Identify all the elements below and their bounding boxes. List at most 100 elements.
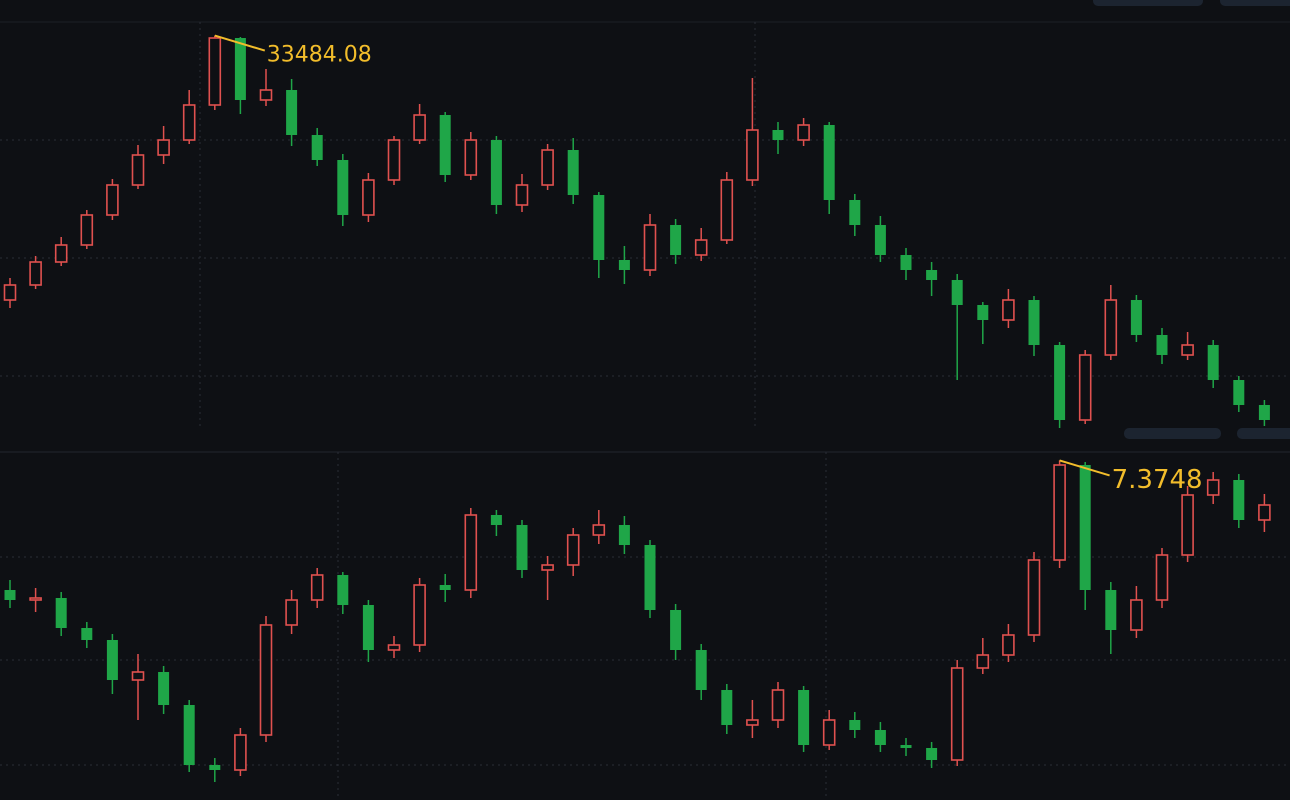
candle-body [951, 280, 963, 305]
candle-body [464, 139, 478, 176]
candle-body [1258, 405, 1270, 420]
candle-body [1002, 299, 1015, 321]
candle-body [157, 139, 170, 156]
candle-body [439, 585, 451, 590]
candle-body [183, 705, 195, 765]
candle-body [926, 270, 938, 280]
candle-body [541, 149, 554, 186]
candle-body [695, 650, 707, 690]
candle-body [670, 225, 682, 255]
candle-body [1233, 380, 1245, 405]
candle-body [209, 765, 221, 770]
candle-body [4, 590, 16, 600]
candle-body [1078, 354, 1092, 421]
candle-body [771, 689, 785, 721]
peak-connector [214, 34, 266, 52]
candle-body [746, 719, 759, 726]
candle-body [106, 640, 118, 680]
candle-body [541, 564, 554, 571]
candle-body [1233, 480, 1245, 520]
candle-body [3, 284, 17, 301]
candle-body [721, 690, 733, 725]
candle-body [1130, 599, 1143, 631]
candle-body [259, 624, 273, 736]
candle-body [106, 184, 119, 216]
candle-body [976, 654, 990, 669]
candle-body [337, 160, 349, 215]
candle-body [182, 104, 196, 141]
candle-body [644, 545, 656, 610]
candle-body [490, 515, 502, 525]
candle-body [1258, 504, 1271, 521]
candle-body [1156, 335, 1168, 355]
candle-body [618, 260, 630, 270]
candle-body [55, 598, 67, 628]
candle-body [567, 150, 579, 195]
candle-body [822, 719, 836, 746]
candle-body [618, 525, 630, 545]
peak-connector [1059, 459, 1110, 477]
candle-body [772, 130, 784, 140]
candle-body [849, 200, 861, 225]
candle-body [29, 597, 42, 601]
candle-body [259, 89, 273, 101]
candle-body [387, 139, 401, 181]
candle-body [80, 214, 94, 246]
candle-body [158, 672, 170, 705]
candle-body [1207, 345, 1219, 380]
peak-label: 7.3748 [1112, 465, 1203, 495]
toolbar-button[interactable] [1237, 428, 1290, 439]
candle-body [464, 514, 478, 591]
toolbar-button[interactable] [1093, 0, 1203, 6]
candle-body [1054, 345, 1066, 420]
candle-body [900, 745, 912, 748]
toolbar-button[interactable] [1220, 0, 1290, 6]
candle-body [516, 525, 528, 570]
candle-body [413, 114, 426, 141]
candle-body [720, 179, 734, 241]
candle-body [54, 244, 68, 263]
candle-body [900, 255, 912, 270]
candle-body [926, 748, 938, 760]
candle-body [797, 124, 810, 141]
candle-body [234, 734, 247, 771]
peak-label: 33484.08 [267, 43, 372, 68]
candle-body [208, 37, 222, 106]
candle-body [1155, 554, 1169, 601]
toolbar-button[interactable] [1124, 428, 1221, 439]
candle-body [234, 38, 246, 100]
candle-body [490, 140, 502, 205]
candle-body [694, 239, 708, 256]
candle-body [1206, 479, 1220, 496]
candle-body [1002, 634, 1015, 656]
candle-body [286, 90, 298, 135]
candle-body [413, 584, 426, 646]
candle-body [746, 129, 759, 181]
candle-body [643, 224, 657, 271]
candle-body [950, 667, 964, 761]
candle-body [515, 184, 529, 206]
candle-body [311, 135, 323, 160]
candle-body [874, 225, 886, 255]
candle-body [310, 574, 324, 601]
candle-body [823, 125, 835, 200]
candle-body [1181, 494, 1194, 556]
candle-body [1027, 559, 1041, 636]
candle-body [593, 195, 605, 260]
candle-body [387, 644, 401, 651]
candle-body [439, 115, 451, 175]
candle-body [337, 575, 349, 605]
candle-body [131, 671, 145, 681]
candle-body [977, 305, 989, 320]
candle-body [1104, 299, 1118, 356]
candle-body [849, 720, 861, 730]
candle-body [1181, 344, 1194, 356]
candle-body [362, 605, 374, 650]
candle-body [1105, 590, 1117, 630]
candle-body [81, 628, 93, 640]
candle-body [1130, 300, 1142, 335]
candle-body [1053, 464, 1066, 561]
